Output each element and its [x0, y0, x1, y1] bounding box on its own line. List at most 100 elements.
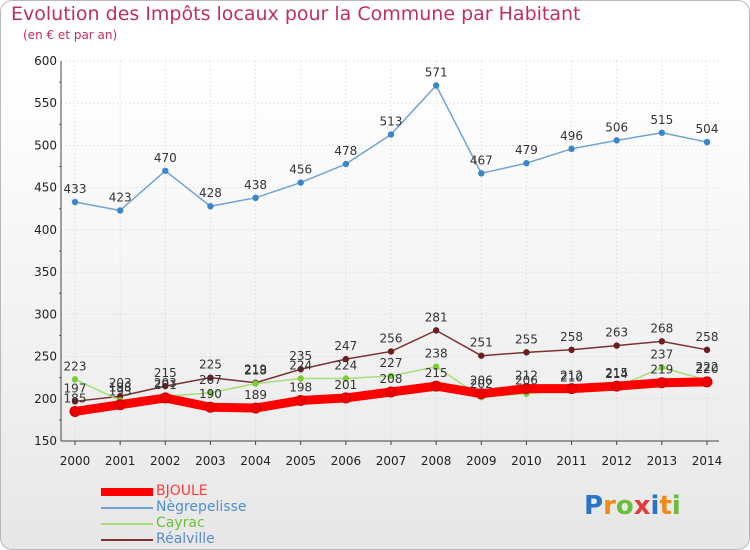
data-point [252, 194, 259, 201]
data-label: 223 [64, 359, 87, 373]
chart-title: Evolution des Impôts locaux pour la Comm… [11, 3, 581, 25]
logo-letter: t [659, 491, 672, 521]
data-label: 207 [199, 373, 222, 387]
data-label: 496 [560, 129, 583, 143]
data-label: 206 [515, 374, 538, 388]
data-point [69, 405, 81, 417]
data-point [566, 383, 578, 395]
y-tick-label: 300 [34, 307, 57, 321]
data-point [523, 159, 530, 167]
chart-subtitle: (en € et par an) [23, 28, 118, 42]
data-point [613, 137, 620, 144]
y-tick-label: 600 [34, 54, 57, 68]
data-label: 185 [64, 391, 87, 405]
data-point [568, 145, 575, 153]
data-point [432, 82, 440, 89]
x-tick-label: 2005 [285, 454, 316, 468]
data-label: 215 [425, 366, 448, 380]
data-point [342, 355, 350, 363]
data-label: 478 [334, 144, 357, 158]
data-label: 268 [650, 321, 673, 335]
data-label: 470 [154, 151, 177, 165]
data-point [478, 170, 485, 177]
data-point [385, 386, 397, 398]
data-label: 222 [696, 360, 719, 374]
data-label: 571 [425, 65, 448, 79]
data-label: 506 [605, 120, 628, 134]
y-tick-label: 200 [34, 392, 57, 406]
legend-label: Cayrac [156, 515, 205, 531]
x-tick-label: 2012 [601, 454, 632, 468]
data-label: 237 [650, 348, 673, 362]
data-label: 224 [334, 359, 357, 373]
data-label: 479 [515, 143, 538, 157]
data-label: 190 [199, 387, 222, 401]
data-label: 202 [470, 377, 493, 391]
legend-swatch [101, 539, 153, 541]
data-label: 193 [109, 385, 132, 399]
data-point [207, 374, 214, 381]
data-label: 428 [199, 186, 222, 200]
data-point [432, 327, 440, 334]
data-point [523, 349, 530, 356]
x-tick-label: 2013 [647, 454, 678, 468]
data-label: 258 [696, 330, 719, 344]
data-point [71, 198, 79, 206]
data-label: 255 [515, 332, 538, 346]
data-point [297, 375, 304, 382]
data-label: 218 [244, 364, 267, 378]
data-point [114, 399, 126, 411]
x-tick-label: 2004 [240, 454, 271, 468]
data-label: 515 [650, 113, 673, 127]
y-tick-label: 250 [34, 350, 57, 364]
data-label: 504 [696, 122, 719, 136]
logo-letter: P [584, 491, 604, 521]
proxiti-logo: Proxiti [584, 491, 681, 521]
data-label: 214 [605, 367, 628, 381]
data-label: 206 [470, 374, 493, 388]
data-label: 263 [605, 326, 628, 340]
data-label: 227 [380, 356, 403, 370]
data-label: 208 [380, 372, 403, 386]
data-label: 219 [650, 363, 673, 377]
x-tick-label: 2003 [195, 454, 226, 468]
data-point [611, 380, 623, 392]
x-tick-label: 2010 [511, 454, 542, 468]
legend-label: Réalville [156, 531, 215, 547]
data-label-layer: 433 423 470 428 438 456 478 513 571 467 479 496 506 5… [64, 65, 719, 405]
axis-layer: 150 200 250 300 350 400 450 500 550 600 2000 2001 20… [34, 54, 722, 468]
data-point [387, 348, 395, 355]
data-label: 423 [109, 190, 132, 204]
data-point [658, 364, 666, 371]
data-label: 198 [289, 380, 312, 394]
data-point [116, 207, 124, 214]
data-label: 212 [560, 369, 583, 383]
y-tick-label: 550 [34, 96, 57, 110]
logo-letter: o [615, 491, 634, 521]
data-point [71, 376, 79, 383]
data-label: 210 [560, 370, 583, 384]
legend-swatch [101, 507, 153, 509]
x-tick-label: 2000 [60, 454, 91, 468]
data-point [387, 131, 395, 138]
data-point [204, 401, 216, 413]
data-point [71, 398, 79, 405]
data-point [520, 383, 532, 395]
data-point [340, 392, 352, 404]
data-point [568, 346, 575, 353]
logo-letter: x [633, 491, 651, 521]
y-tick-label: 350 [34, 265, 57, 279]
data-label: 198 [109, 380, 132, 394]
data-label: 251 [470, 336, 493, 350]
logo-letter: i [650, 491, 660, 521]
logo-letter: r [603, 491, 616, 521]
data-point [252, 380, 259, 387]
data-point [297, 366, 304, 373]
data-label: 215 [154, 366, 177, 380]
data-point [250, 402, 262, 414]
data-label: 235 [289, 349, 312, 363]
data-point [295, 394, 307, 406]
data-label: 203 [109, 376, 132, 390]
data-point [703, 346, 711, 353]
y-tick-label: 450 [34, 181, 57, 195]
